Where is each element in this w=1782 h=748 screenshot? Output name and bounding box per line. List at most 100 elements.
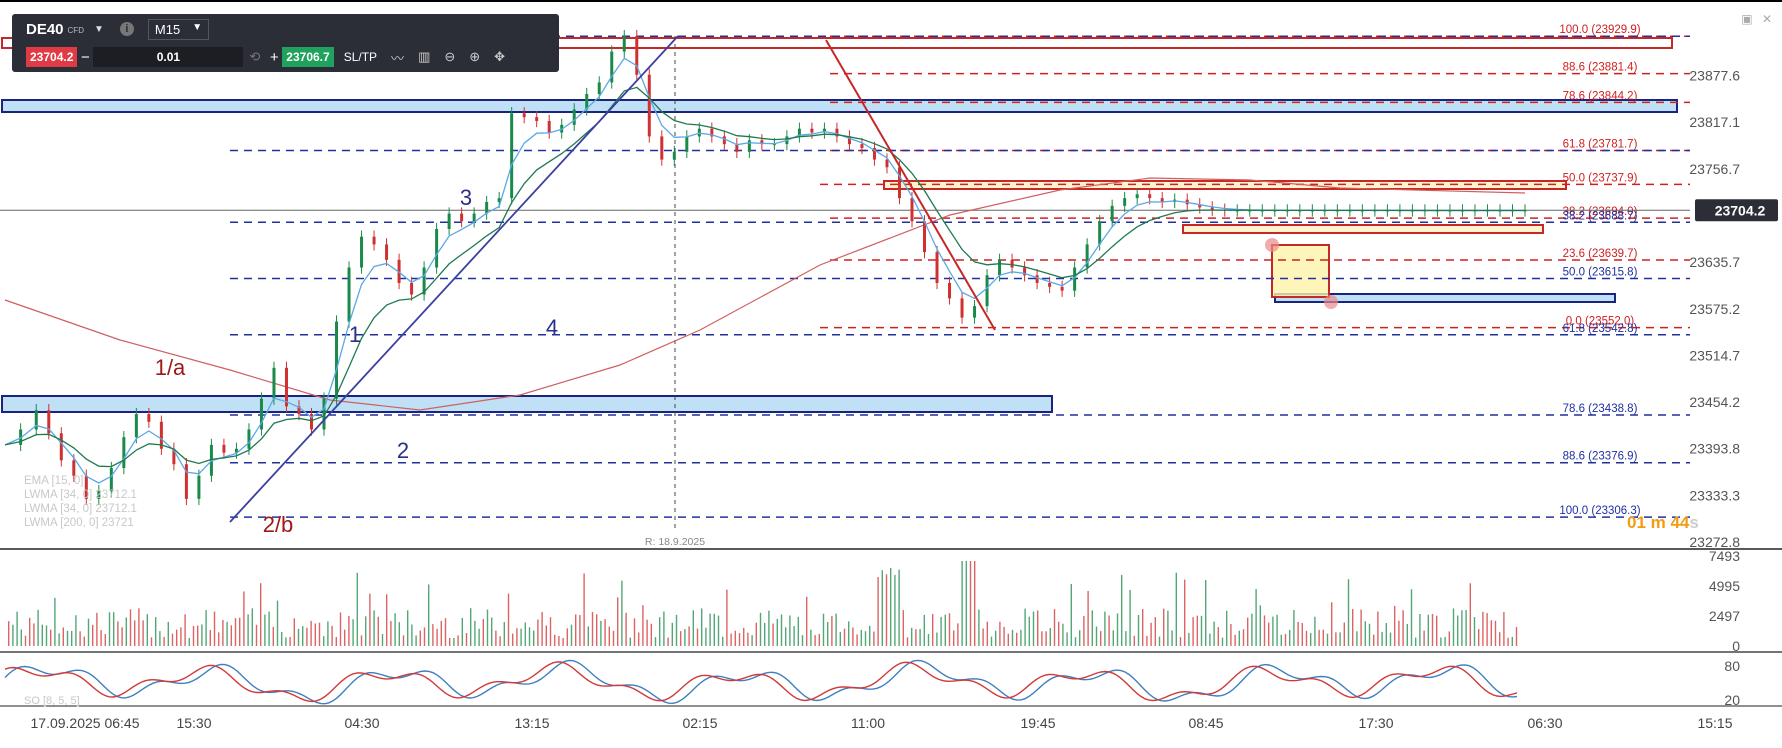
candle (1023, 261, 1027, 282)
close-icon[interactable]: ✕ (1761, 12, 1772, 26)
candles-icon[interactable]: ▥ (418, 49, 431, 64)
volume-bar (629, 637, 631, 646)
candle (134, 407, 138, 444)
volume-bar (1255, 589, 1257, 646)
volume-bar (1100, 631, 1102, 646)
candle-body (1110, 205, 1114, 222)
candle (685, 130, 689, 159)
restore-icon[interactable]: ▣ (1741, 12, 1753, 26)
sltp-button[interactable]: SL/TP (343, 50, 378, 64)
volume-bar (1087, 590, 1089, 646)
candle (897, 161, 901, 205)
volume-bar (83, 636, 85, 646)
volume-bar (570, 624, 573, 646)
increase-qty-button[interactable]: + (269, 48, 279, 66)
volume-bar (45, 625, 48, 646)
candle-body (572, 109, 576, 125)
volume-bar (180, 627, 182, 646)
fib-label: 61.8 (23542.8) (1563, 323, 1638, 335)
volume-bar (1003, 626, 1005, 646)
volume-bar (1175, 572, 1177, 646)
ask-price[interactable]: 23706.7 (282, 47, 334, 67)
volume-bar (713, 613, 715, 646)
timeframe-select[interactable]: M15 ▼ (147, 18, 210, 40)
zoom-out-icon[interactable]: ⊖ (444, 49, 456, 64)
volume-bar (281, 631, 283, 646)
symbol-dropdown-icon[interactable]: ▼ (93, 23, 104, 35)
volume-bar (297, 628, 300, 646)
volume-bar (1364, 621, 1366, 646)
line-chart-icon[interactable]: 〰 (391, 50, 405, 66)
volume-bar (978, 609, 980, 646)
zoom-in-icon[interactable]: ⊕ (469, 49, 481, 64)
volume-bar (314, 623, 316, 646)
volume-bar (230, 625, 232, 646)
candle-body (122, 437, 126, 469)
info-icon[interactable]: i (119, 22, 134, 36)
candle-body (1048, 282, 1052, 287)
quantity-input[interactable]: 0.01 (93, 47, 244, 67)
volume-bar (75, 615, 77, 646)
volume-bar (1356, 631, 1358, 646)
volume-bar (1305, 630, 1308, 646)
candle (159, 415, 163, 455)
symbol-name[interactable]: DE40 (26, 20, 64, 38)
volume-bar (940, 616, 942, 646)
candle-body (347, 267, 351, 322)
volume-bar (33, 623, 35, 646)
volume-bar (797, 616, 799, 646)
volume-bar (478, 628, 480, 646)
candle-body (747, 140, 751, 152)
volume-bar (222, 619, 224, 646)
candle (860, 137, 864, 155)
volume-bar (579, 615, 581, 646)
volume-bar (436, 628, 438, 646)
candle-body (847, 136, 851, 145)
volume-bar (671, 622, 673, 646)
volume-bar (1436, 615, 1438, 646)
wave-label: 2/b (263, 512, 294, 537)
volume-bar (226, 621, 228, 646)
candle (1060, 280, 1064, 297)
volume-bar (20, 629, 22, 646)
candle-body (973, 306, 977, 318)
candle (485, 195, 489, 220)
volume-bar (1423, 630, 1425, 646)
volume-bar (323, 636, 325, 646)
volume-bar (772, 623, 774, 646)
volume-bar (344, 629, 346, 646)
volume-bar (684, 629, 686, 646)
volume-bar (66, 630, 69, 646)
volume-bar (453, 637, 455, 646)
volume-bar (1129, 589, 1131, 646)
volume-bar (1511, 636, 1513, 646)
candle (647, 68, 651, 143)
bid-price[interactable]: 23704.2 (26, 47, 78, 67)
volume-bar (894, 575, 896, 646)
volume-bar (1020, 629, 1022, 646)
candle (1073, 261, 1077, 297)
volume-bar (1188, 632, 1190, 646)
decrease-qty-button[interactable]: − (81, 48, 90, 66)
candle (447, 207, 451, 236)
volume-bar (108, 612, 111, 646)
volume-bar (1116, 613, 1119, 646)
candle (1210, 201, 1214, 216)
volume-bar (302, 626, 304, 646)
volume-bar (755, 622, 757, 646)
candle (535, 110, 539, 128)
candle (822, 122, 826, 139)
x-tick-label: 17.09.2025 06:45 (31, 715, 140, 731)
move-icon[interactable]: ✥ (494, 49, 506, 64)
volume-bar (491, 617, 493, 646)
refresh-icon[interactable]: ⟲ (249, 49, 261, 64)
volume-bar (16, 611, 18, 646)
volume-bar (1314, 616, 1316, 646)
volume-bar (621, 580, 623, 646)
volume-bar (495, 630, 497, 646)
volume-bar (717, 615, 720, 646)
consolidation-box (1271, 244, 1330, 298)
candle-body (710, 128, 714, 137)
volume-bar (633, 618, 636, 646)
